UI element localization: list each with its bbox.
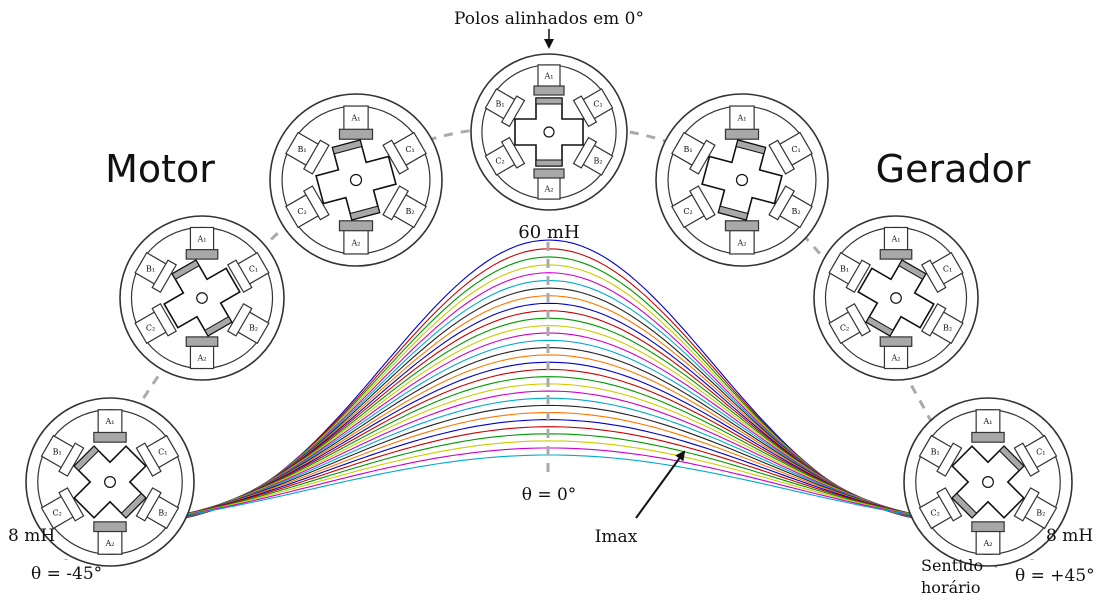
motor-cross-section: A₁ C₁ B₂ A₂ C₂ B₁ [903, 397, 1073, 567]
right-value-label: 8 mH [1046, 526, 1093, 546]
pole-label: A₂ [983, 539, 993, 548]
pole-label: C₂ [931, 509, 940, 518]
gerador-label: Gerador [876, 147, 1031, 191]
pole-label: A₂ [105, 539, 115, 548]
pole-label: C₂ [495, 156, 504, 165]
pole-label: B₁ [146, 264, 155, 273]
motor-cross-section: A₁ C₁ B₂ A₂ C₂ B₁ [119, 215, 285, 381]
pole-label: B₂ [249, 324, 258, 333]
pole-label: A₂ [351, 238, 361, 247]
pole-label: C₁ [405, 145, 414, 154]
pole-label: B₂ [405, 207, 414, 216]
pole-label: A₁ [197, 235, 207, 244]
pole-label: C₁ [1036, 448, 1045, 457]
top-annotation: Polos alinhados em 0° [454, 9, 644, 29]
pole-label: C₂ [840, 324, 849, 333]
pole-label: A₁ [351, 114, 361, 123]
motor-label: Motor [105, 147, 215, 191]
pole-label: A₁ [983, 417, 993, 426]
pole-label: C₁ [943, 264, 952, 273]
pole-label: C₁ [593, 100, 602, 109]
direction-label-line2: horário [921, 578, 981, 597]
pole-label: B₁ [495, 100, 504, 109]
pole-label: B₁ [297, 145, 306, 154]
pole-label: C₁ [791, 145, 800, 154]
inductance-curve [66, 426, 1032, 526]
pole-label: A₂ [737, 238, 747, 247]
pole-label: B₁ [53, 448, 62, 457]
left-value-label: 8 mH [8, 526, 55, 546]
motor-cross-section: A₁ C₁ B₂ A₂ C₂ B₁ [470, 53, 628, 211]
pole-label: C₂ [146, 324, 155, 333]
pole-label: B₁ [931, 448, 940, 457]
inductance-curve [66, 440, 1032, 526]
pole-label: B₂ [158, 509, 167, 518]
pole-label: A₁ [544, 71, 554, 80]
motor-cross-section: A₁ C₁ B₂ A₂ C₂ B₁ [25, 397, 195, 567]
theta-center-label: θ = 0° [522, 485, 577, 505]
pole-label: B₁ [840, 264, 849, 273]
pole-label: A₁ [105, 417, 115, 426]
pole-label: B₂ [791, 207, 800, 216]
pole-label: C₂ [683, 207, 692, 216]
pole-label: C₂ [53, 509, 62, 518]
direction-label-line1: Sentido [921, 556, 983, 575]
peak-label: 60 mH [518, 222, 579, 243]
motor-cross-section: A₁ C₁ B₂ A₂ C₂ B₁ [813, 215, 979, 381]
pole-label: B₂ [593, 156, 602, 165]
pole-label: B₂ [1036, 509, 1045, 518]
pole-label: A₁ [891, 235, 901, 244]
pole-label: A₂ [891, 354, 901, 363]
theta-right-label: θ = +45° [1015, 566, 1095, 586]
pole-label: C₁ [249, 264, 258, 273]
pole-label: A₂ [544, 185, 554, 194]
imax-arrow [635, 450, 686, 519]
theta-left-label: θ = -45° [31, 564, 102, 584]
pole-label: C₂ [297, 207, 306, 216]
pole-label: B₂ [943, 324, 952, 333]
pole-label: A₂ [197, 354, 207, 363]
motor-cross-section: A₁ C₁ B₂ A₂ C₂ B₁ [269, 93, 443, 267]
pole-label: C₁ [158, 448, 167, 457]
pole-label: B₁ [683, 145, 692, 154]
pole-label: A₁ [737, 114, 747, 123]
imax-label: Imax [595, 527, 638, 547]
motor-cross-section: A₁ C₁ B₂ A₂ C₂ B₁ [655, 93, 829, 267]
rotor-positions: A₁ C₁ B₂ A₂ C₂ B₁ A₁ C₁ B₂ A₂ C₂ B₁ A₁ C₁ B₂ A₂ C₂ B₁ A₁ C₁… [25, 53, 1073, 567]
